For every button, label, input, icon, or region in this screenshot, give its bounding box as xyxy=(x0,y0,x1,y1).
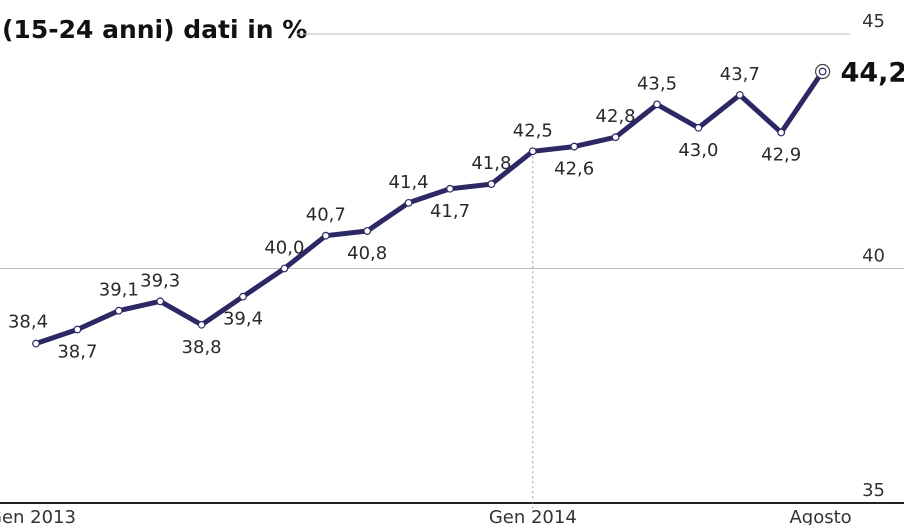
data-label-12: 42,5 xyxy=(513,120,553,141)
data-points xyxy=(32,63,831,348)
x-tick-gen-2013: Gen 2013 xyxy=(0,507,76,525)
data-point-6 xyxy=(280,264,289,273)
data-label-13: 42,6 xyxy=(554,159,594,180)
y-tick-labels: 35 40 45 xyxy=(862,11,885,501)
data-label-9: 41,4 xyxy=(389,172,429,193)
data-point-7 xyxy=(321,231,330,240)
data-label-5: 39,4 xyxy=(223,309,263,330)
data-label-3: 39,3 xyxy=(140,270,180,291)
y-tick-35: 35 xyxy=(862,480,885,501)
data-point-0 xyxy=(32,339,40,348)
data-point-1 xyxy=(73,325,82,334)
y-tick-40: 40 xyxy=(862,246,885,267)
data-point-18 xyxy=(777,128,786,137)
data-point-3 xyxy=(156,297,165,306)
data-point-5 xyxy=(239,292,247,301)
data-label-16: 43,0 xyxy=(678,140,718,161)
data-labels: 38,4 38,7 39,1 39,3 38,839,4 40,040,740,8 41,4… xyxy=(8,58,904,363)
data-label-14: 42,8 xyxy=(596,106,636,127)
data-point-13 xyxy=(570,142,579,151)
data-label-0: 38,4 xyxy=(8,312,48,333)
data-label-11: 41,8 xyxy=(471,153,511,174)
data-label-7: 40,7 xyxy=(306,205,346,226)
chart-title: (15-24 anni) dati in % xyxy=(2,15,307,44)
data-label-15: 43,5 xyxy=(637,73,677,94)
data-label-2: 39,1 xyxy=(99,280,139,301)
x-tick-gen-2014: Gen 2014 xyxy=(489,507,577,525)
data-point-11 xyxy=(487,180,496,188)
data-label-6: 40,0 xyxy=(264,238,304,259)
data-point-17 xyxy=(735,91,744,99)
y-tick-45: 45 xyxy=(862,11,885,32)
series-path xyxy=(33,69,826,346)
data-label-17: 43,7 xyxy=(720,64,760,85)
data-point-4 xyxy=(197,320,206,329)
x-tick-labels: Gen 2013 Gen 2014 Agosto xyxy=(0,507,852,525)
data-label-10: 41,7 xyxy=(430,201,470,222)
data-point-8 xyxy=(363,227,372,235)
data-label-18: 42,9 xyxy=(761,144,801,165)
data-point-9 xyxy=(404,198,413,207)
data-point-15 xyxy=(653,100,661,109)
data-point-2 xyxy=(114,306,123,315)
data-point-10 xyxy=(446,184,454,193)
data-label-4: 38,8 xyxy=(182,337,222,358)
data-point-19 xyxy=(818,67,827,76)
data-label-8: 40,8 xyxy=(347,243,387,264)
data-label-19: 44,2 xyxy=(841,58,904,89)
data-point-12 xyxy=(528,147,537,156)
gridlines xyxy=(0,33,904,511)
x-tick-agosto: Agosto xyxy=(789,507,851,525)
data-point-16 xyxy=(694,123,703,132)
data-label-1: 38,7 xyxy=(57,341,97,362)
series-line xyxy=(33,69,826,346)
data-point-14 xyxy=(611,133,620,142)
